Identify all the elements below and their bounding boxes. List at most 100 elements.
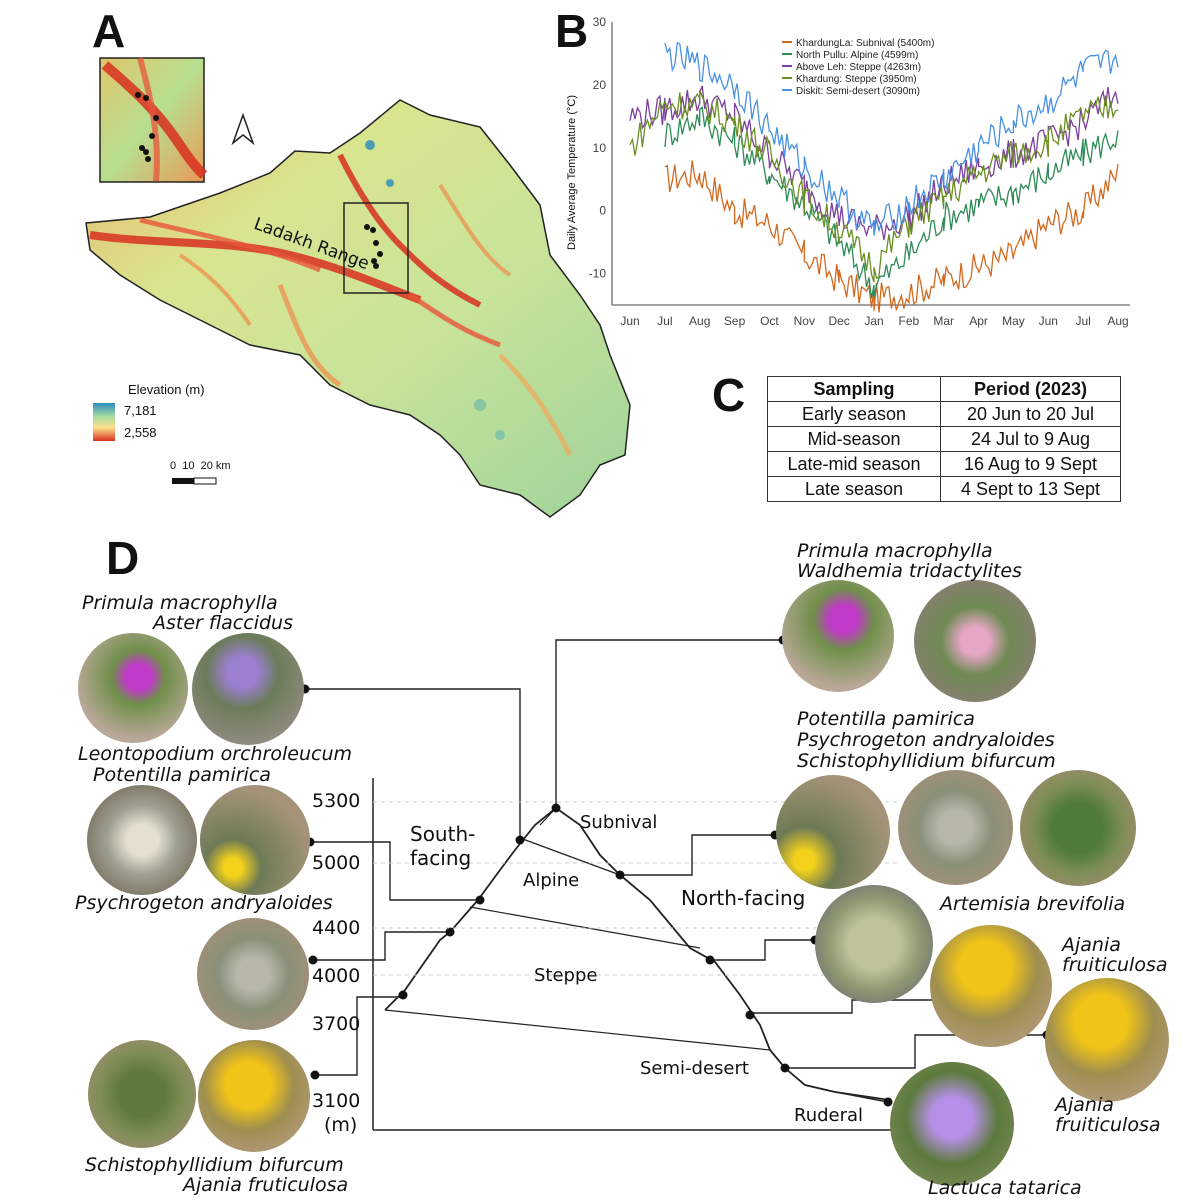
photo-primula-macrophylla xyxy=(782,580,894,692)
table-row: Early season 20 Jun to 20 Jul xyxy=(766,401,1121,427)
photo-ajania xyxy=(198,1040,310,1152)
photo-artemisia-brevifolia xyxy=(815,885,933,1003)
photo-aster-flaccidus xyxy=(192,633,304,745)
x-tick-label: Feb xyxy=(899,314,920,328)
photo-ajania xyxy=(1045,978,1169,1102)
table-cell: 16 Aug to 9 Sept xyxy=(940,451,1121,477)
x-tick-label: Jul xyxy=(1075,314,1090,328)
sample-sites xyxy=(364,224,383,269)
x-tick-label: Aug xyxy=(689,314,710,328)
table-cell: 4 Sept to 13 Sept xyxy=(940,476,1121,502)
x-tick-label: Jun xyxy=(620,314,639,328)
series-line xyxy=(664,106,1119,299)
legend-entry: Khardung: Steppe (3950m) xyxy=(796,74,917,85)
elev-tick: 3700 xyxy=(312,1013,361,1035)
north-arrow-icon xyxy=(231,112,255,146)
series-line xyxy=(664,41,1119,236)
y-tick-label: 10 xyxy=(593,141,607,155)
x-tick-label: Jun xyxy=(1039,314,1058,328)
species-name: Primula macrophylla xyxy=(82,592,278,614)
region-outline xyxy=(85,99,631,518)
x-tick-label: Apr xyxy=(969,314,988,328)
x-tick-label: Dec xyxy=(828,314,849,328)
panel-a-label: A xyxy=(92,5,126,57)
south-facing-label: facing xyxy=(410,846,472,870)
table-cell: Mid-season xyxy=(766,426,942,452)
zone-alpine: Alpine xyxy=(523,870,580,891)
y-tick-label: 30 xyxy=(593,15,607,29)
y-tick-label: -10 xyxy=(589,267,607,281)
species-name: Primula macrophylla xyxy=(797,540,993,562)
x-tick-label: Aug xyxy=(1107,314,1128,328)
species-name: Aster flaccidus xyxy=(153,612,293,634)
scale-label: 0 10 20 km xyxy=(170,460,231,472)
x-tick-label: May xyxy=(1002,314,1025,328)
species-name: Schistophyllidium bifurcum xyxy=(797,750,1056,772)
table-cell: 24 Jul to 9 Aug xyxy=(940,426,1121,452)
elev-unit: (m) xyxy=(324,1114,358,1136)
series-line xyxy=(664,160,1119,313)
photo-potentilla-pamirica xyxy=(200,785,310,895)
table-row: Late-mid season 16 Aug to 9 Sept xyxy=(766,451,1121,477)
legend-entry: North Pullu: Alpine (4599m) xyxy=(796,50,918,61)
zone-ruderal: Ruderal xyxy=(794,1105,864,1126)
table-row: Late season 4 Sept to 13 Sept xyxy=(766,476,1121,502)
table-cell: Early season xyxy=(766,401,942,427)
elev-tick: 3100 xyxy=(312,1090,361,1112)
north-facing-label: North-facing xyxy=(681,886,806,910)
x-tick-label: Mar xyxy=(933,314,954,328)
species-name: fruiticulosa xyxy=(1055,1114,1161,1136)
photo-psychrogeton xyxy=(898,770,1013,885)
chart-ylabel: Daily Average Temperature (°C) xyxy=(566,94,578,250)
x-tick-label: Jan xyxy=(864,314,883,328)
photo-psychrogeton xyxy=(197,918,309,1030)
legend-entry: Above Leh: Steppe (4263m) xyxy=(796,62,921,73)
photo-lactuca-tatarica xyxy=(890,1062,1014,1186)
y-tick-label: 0 xyxy=(599,204,606,218)
photo-primula-macrophylla xyxy=(78,633,188,743)
species-name: Psychrogeton andryaloides xyxy=(75,892,333,914)
photo-leontopodium xyxy=(87,785,197,895)
photo-schistophyllidium xyxy=(1020,770,1136,886)
zone-semi-desert: Semi-desert xyxy=(640,1058,749,1079)
study-area-box xyxy=(343,202,409,294)
species-name: fruiticulosa xyxy=(1062,954,1168,976)
species-name: Waldhemia tridactylites xyxy=(797,560,1022,582)
elev-tick: 5300 xyxy=(312,790,361,812)
y-tick-label: 20 xyxy=(593,78,607,92)
table-cell: 20 Jun to 20 Jul xyxy=(940,401,1121,427)
legend-max: 7,181 xyxy=(124,403,157,418)
species-name: Potentilla pamirica xyxy=(797,708,975,730)
table-header: Sampling xyxy=(766,376,942,402)
x-tick-label: Jul xyxy=(657,314,672,328)
sampling-table: Sampling Period (2023) Early season 20 Ju… xyxy=(766,376,1121,502)
zone-subnival: Subnival xyxy=(580,812,658,833)
photo-potentilla-pamirica xyxy=(776,775,890,889)
table-row: Mid-season 24 Jul to 9 Aug xyxy=(766,426,1121,452)
photo-waldhemia xyxy=(914,580,1036,702)
south-facing-label: South- xyxy=(410,822,476,846)
panel-c-label: C xyxy=(712,369,746,421)
legend-min: 2,558 xyxy=(124,425,157,440)
table-header-row: Sampling Period (2023) xyxy=(766,376,1121,402)
series-line xyxy=(629,89,1119,283)
table-header: Period (2023) xyxy=(940,376,1121,402)
x-tick-label: Sep xyxy=(724,314,746,328)
elev-tick: 4000 xyxy=(312,965,361,987)
elev-tick: 5000 xyxy=(312,852,361,874)
series-line xyxy=(629,85,1119,241)
species-name: Psychrogeton andryaloides xyxy=(797,729,1055,751)
species-name: Leontopodium orchroleucum xyxy=(78,743,352,765)
legend-title: Elevation (m) xyxy=(128,382,205,397)
zone-steppe: Steppe xyxy=(534,965,598,986)
elevation-map xyxy=(85,57,631,518)
temperature-chart: 30 20 10 0 -10 Jun Jul Aug Sep Oct Nov Dec Jan Feb Mar… xyxy=(589,15,1130,328)
species-name: Lactuca tatarica xyxy=(928,1177,1082,1199)
photo-schistophyllidium xyxy=(88,1040,196,1148)
species-name: Potentilla pamirica xyxy=(93,764,271,786)
legend-entry: KhardungLa: Subnival (5400m) xyxy=(796,38,934,49)
species-name: Ajania xyxy=(1055,1094,1114,1116)
photo-ajania xyxy=(930,925,1052,1047)
species-name: Ajania xyxy=(1062,934,1121,956)
elevation-legend-bar xyxy=(93,403,115,441)
